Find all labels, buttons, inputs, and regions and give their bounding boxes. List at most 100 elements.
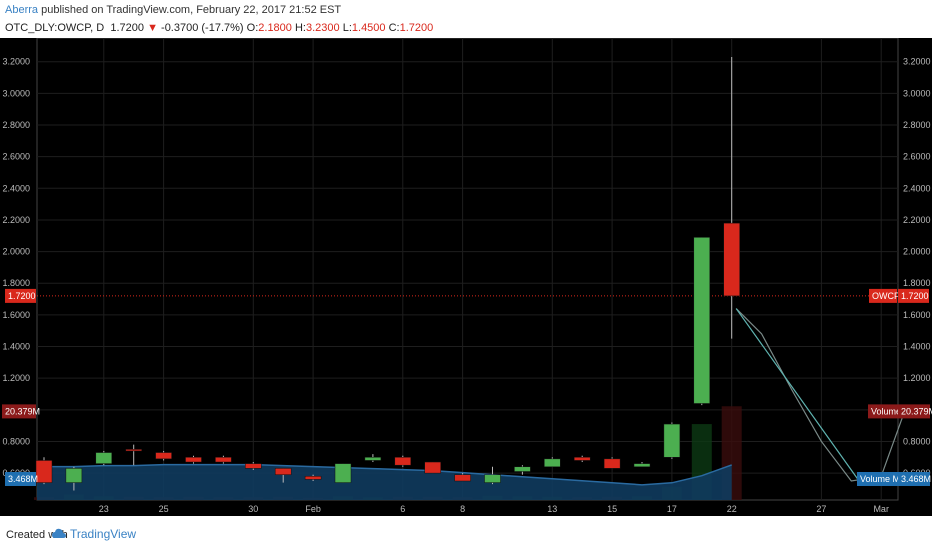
down-arrow-icon: ▼ — [147, 22, 158, 34]
price-tick-right: 2.4000 — [903, 183, 931, 193]
candle-body — [35, 460, 53, 483]
volume-ma-area — [37, 464, 732, 500]
candle-body — [215, 457, 232, 463]
candle-body — [185, 457, 202, 463]
price-tick-left: 1.4000 — [2, 342, 30, 352]
high-value: 3.2300 — [305, 22, 340, 34]
last-price-right-label-box — [898, 288, 929, 303]
price-tick-right: 1.6000 — [903, 310, 931, 320]
time-tick: Mar — [873, 504, 889, 514]
price-tick-left: 2.6000 — [2, 152, 30, 162]
time-tick: 25 — [159, 504, 169, 514]
projection-line — [735, 308, 861, 483]
price-tick-right: 2.0000 — [903, 247, 931, 257]
price-tick-right: 3.0000 — [903, 88, 931, 98]
price-tick-right: 1.4000 — [903, 342, 931, 352]
price-tick-right: 2.8000 — [903, 120, 931, 130]
price-tick-left: 2.4000 — [2, 183, 30, 193]
price-tick-right: 2.2000 — [903, 215, 931, 225]
price-tick-left: 1.2000 — [2, 373, 30, 383]
volume-ma-tag-box — [857, 472, 898, 486]
last-price-tag: OWCP — [872, 291, 900, 301]
candle-body — [274, 468, 292, 475]
time-tick: 15 — [607, 504, 617, 514]
last-price-left-label-box — [5, 288, 36, 303]
price-tick-left: 3.0000 — [2, 88, 30, 98]
candle-body — [693, 237, 711, 404]
volume-ma-line — [37, 463, 732, 486]
time-tick: 30 — [248, 504, 258, 514]
candle-body — [125, 449, 142, 452]
candle-body — [633, 463, 651, 468]
footer: Created with TradingView — [0, 518, 932, 550]
candle-body — [334, 463, 352, 483]
time-tick: 8 — [460, 504, 465, 514]
tradingview-brand[interactable]: TradingView — [52, 527, 136, 541]
candle-body — [723, 222, 740, 297]
candle-body — [454, 474, 471, 482]
low-label: L: — [342, 22, 352, 34]
candle-body — [544, 458, 561, 468]
low-value: 1.4500 — [351, 22, 386, 34]
time-tick: Feb — [305, 504, 321, 514]
time-tick: 27 — [816, 504, 826, 514]
volume-ma-left-label-box — [5, 472, 36, 486]
price-tick-right: 0.8000 — [903, 436, 931, 446]
author-link[interactable]: Aberra — [5, 4, 39, 16]
volume-right-label: 20.379M — [901, 406, 932, 416]
candle-body — [364, 457, 382, 461]
volume-right-label-box — [898, 404, 930, 419]
candle-body — [304, 476, 322, 480]
candle-body — [663, 423, 681, 458]
volume-left-label: 20.379M — [5, 406, 40, 416]
close-label: C: — [388, 22, 400, 34]
candle-body — [424, 461, 441, 474]
close-value: 1.7200 — [399, 22, 434, 34]
candle-body — [245, 463, 262, 469]
brand-label: TradingView — [70, 527, 137, 541]
volume-ma-right-label-box — [898, 472, 930, 486]
time-tick: 13 — [547, 504, 557, 514]
time-tick: 6 — [400, 504, 405, 514]
price-tick-right: 1.2000 — [903, 373, 931, 383]
candlestick-chart[interactable]: 0.60000.60000.80000.80001.00001.00001.20… — [0, 37, 932, 516]
candle-body — [484, 474, 501, 483]
last-price: 1.7200 — [110, 22, 145, 34]
tradingview-cloud-icon — [52, 528, 66, 538]
price-tick-right: 2.6000 — [903, 152, 931, 162]
last-price-right-label: 1.7200 — [901, 291, 929, 301]
candle-body — [155, 452, 172, 460]
volume-ma-left-label: 3.468M — [8, 474, 38, 484]
candle-body — [603, 458, 621, 469]
candle-body — [514, 466, 531, 472]
plot-frame — [36, 37, 899, 501]
price-tick-left: 2.8000 — [2, 120, 30, 130]
volume-ma-tag: Volume MA — [860, 474, 906, 484]
candle-body — [95, 452, 113, 464]
time-tick: 22 — [727, 504, 737, 514]
last-price-left-label: 1.7200 — [8, 291, 36, 301]
time-tick: 23 — [99, 504, 109, 514]
price-tick-right: 3.2000 — [903, 57, 931, 67]
price-tick-left: 1.8000 — [2, 278, 30, 288]
ohlc-legend: OTC_DLY:OWCP, D 1.7200 ▼ -0.3700 (-17.7%… — [5, 22, 433, 34]
volume-tag: Volume — [871, 406, 901, 416]
chart-header: Aberra published on TradingView.com, Feb… — [0, 0, 932, 40]
volume-ma-right-label: 3.468M — [901, 474, 931, 484]
created-with-text: Created with — [6, 529, 68, 541]
last-price-tag-box — [869, 288, 897, 303]
price-tick-left: 0.8000 — [2, 436, 30, 446]
candle-body — [394, 457, 412, 466]
high-label: H: — [294, 22, 306, 34]
time-tick: 17 — [667, 504, 677, 514]
candle-body — [573, 457, 591, 461]
open-label: O: — [246, 22, 259, 34]
price-tick-left: 2.0000 — [2, 247, 30, 257]
volume-left-label-box — [2, 404, 36, 419]
chart-area[interactable]: 0.60000.60000.80000.80001.00001.00001.20… — [0, 37, 932, 516]
open-value: 2.1800 — [258, 22, 292, 34]
change-value: -0.3700 (-17.7%) — [161, 22, 244, 34]
price-tick-left: 1.6000 — [2, 310, 30, 320]
volume-tag-box — [868, 404, 898, 419]
symbol-label[interactable]: OTC_DLY:OWCP, D — [5, 22, 105, 34]
